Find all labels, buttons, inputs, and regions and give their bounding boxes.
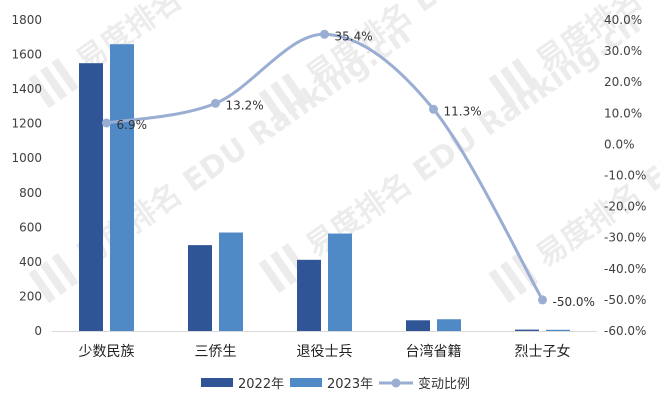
bar-2022年 bbox=[188, 245, 212, 331]
x-category-label: 少数民族 bbox=[79, 344, 135, 360]
bar-2023年 bbox=[110, 44, 134, 331]
y-right-tick-label: 10.0% bbox=[604, 106, 642, 120]
y-left-tick-label: 1600 bbox=[11, 48, 42, 62]
legend-swatch-2022 bbox=[201, 378, 233, 387]
y-left-tick-label: 1000 bbox=[11, 151, 42, 165]
legend-label-2022: 2022年 bbox=[238, 377, 284, 392]
bar-2023年 bbox=[328, 233, 352, 331]
y-left-tick-label: 1400 bbox=[11, 82, 42, 96]
y-left-tick-label: 200 bbox=[19, 289, 42, 303]
bar-2022年 bbox=[79, 63, 103, 331]
change-ratio-point bbox=[320, 29, 329, 39]
change-ratio-data-label: 11.3% bbox=[444, 104, 482, 118]
y-right-tick-label: -10.0% bbox=[604, 169, 646, 183]
y-left-tick-label: 800 bbox=[19, 186, 42, 200]
bar-2023年 bbox=[437, 319, 461, 331]
bar-2022年 bbox=[297, 259, 321, 331]
change-ratio-point bbox=[211, 98, 220, 108]
change-ratio-point bbox=[538, 295, 547, 305]
x-category-label: 三侨生 bbox=[195, 344, 237, 360]
legend-marker-change bbox=[391, 378, 401, 388]
y-right-tick-label: -20.0% bbox=[604, 200, 646, 214]
y-right-tick-label: -40.0% bbox=[604, 262, 646, 276]
y-left-tick-label: 400 bbox=[19, 255, 42, 269]
change-ratio-data-label: 6.9% bbox=[117, 118, 148, 132]
change-ratio-data-label: 35.4% bbox=[335, 29, 373, 43]
bar-2023年 bbox=[546, 329, 570, 331]
legend-label-change: 变动比例 bbox=[418, 376, 470, 392]
y-right-tick-label: 30.0% bbox=[604, 44, 642, 58]
y-left-tick-label: 1800 bbox=[11, 13, 42, 27]
y-right-tick-label: -60.0% bbox=[604, 324, 646, 338]
y-right-tick-label: 0.0% bbox=[604, 137, 635, 151]
x-category-label: 烈士子女 bbox=[515, 343, 571, 360]
y-left-tick-label: 1200 bbox=[11, 117, 42, 131]
y-right-tick-label: -50.0% bbox=[604, 293, 646, 307]
x-category-label: 台湾省籍 bbox=[406, 343, 462, 360]
y-right-tick-label: -30.0% bbox=[604, 231, 646, 245]
legend-swatch-2023 bbox=[290, 378, 322, 387]
bar-2022年 bbox=[406, 320, 430, 331]
change-ratio-line bbox=[105, 32, 544, 302]
bar-2023年 bbox=[219, 232, 243, 331]
change-ratio-point bbox=[429, 104, 438, 114]
legend-label-2023: 2023年 bbox=[327, 377, 373, 392]
watermark-mark: 易度排名 EDU Ranking.cn bbox=[258, 7, 647, 294]
change-ratio-data-label: -50.0% bbox=[553, 295, 595, 309]
change-ratio-point bbox=[102, 118, 111, 128]
change-ratio-data-label: 13.2% bbox=[226, 98, 264, 112]
y-left-tick-label: 0 bbox=[34, 324, 42, 338]
bar-2022年 bbox=[515, 329, 539, 331]
y-right-tick-label: 40.0% bbox=[604, 13, 642, 27]
x-category-label: 退役士兵 bbox=[297, 344, 353, 360]
y-left-tick-label: 600 bbox=[19, 220, 42, 234]
y-right-tick-label: 20.0% bbox=[604, 75, 642, 89]
